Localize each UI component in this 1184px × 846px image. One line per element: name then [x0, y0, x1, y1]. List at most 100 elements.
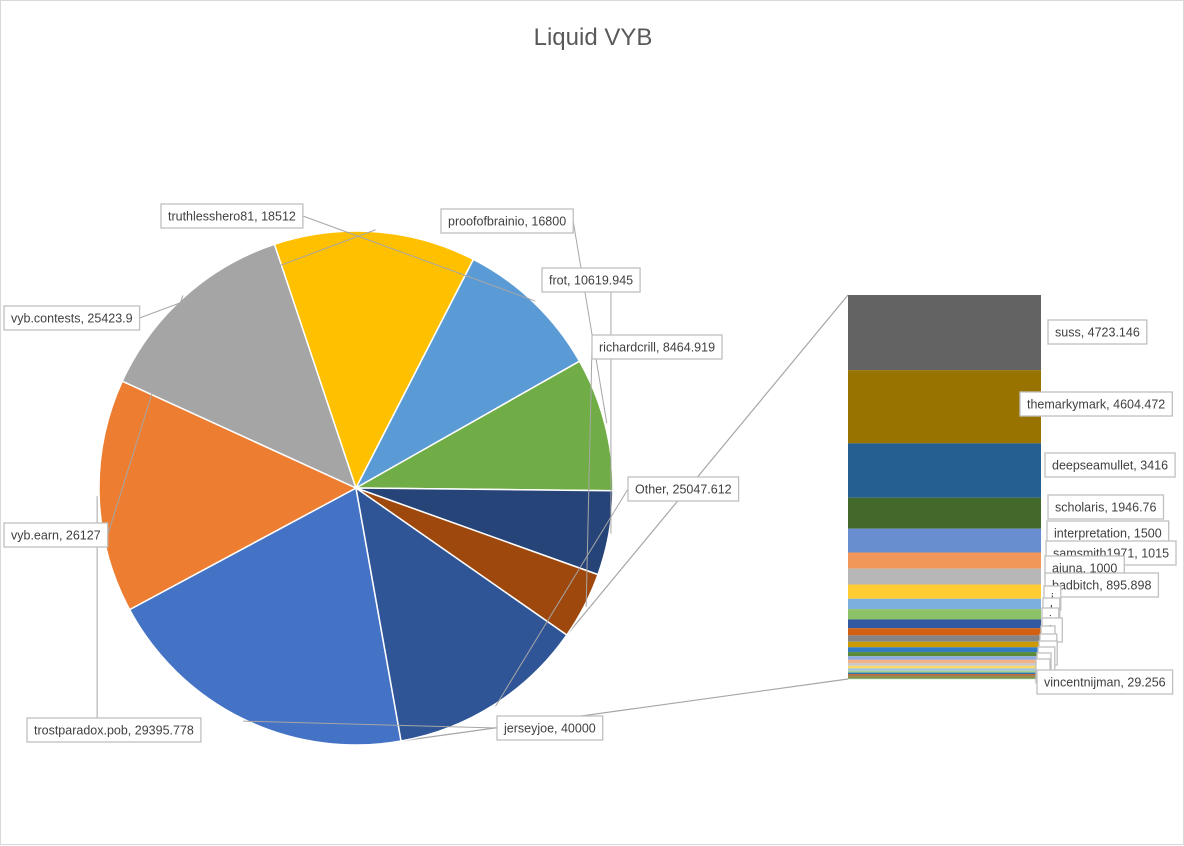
data-label-truthlesshero81-text: truthlesshero81, 18512: [168, 209, 296, 223]
data-label-trostparadox-pob-text: trostparadox.pob, 29395.778: [34, 723, 194, 737]
data-label-jerseyjoe: jerseyjoe, 40000: [496, 715, 604, 741]
data-label-proofofbrainio-box: [440, 208, 574, 234]
pie-slice-jerseyjoe: [128, 486, 402, 746]
data-label-richardcrill: richardcrill, 8464.919: [591, 334, 723, 360]
data-label-badbitch-box: [1044, 572, 1160, 598]
data-label-suss: suss, 4723.146: [1047, 319, 1148, 345]
data-label-trostparadox-pob: trostparadox.pob, 29395.778: [26, 717, 202, 743]
bar-segment-item-11: [848, 619, 1041, 629]
data-label-suss-box: [1047, 319, 1148, 345]
bar-segment-item-23: [848, 672, 1041, 675]
bar-segment-item-24: [848, 674, 1041, 676]
data-label-vyb-contests: vyb.contests, 25423.9: [3, 305, 141, 331]
data-label-badbitch: badbitch, 895.898: [1044, 572, 1160, 598]
data-label-vyb-earn-leader: [107, 295, 184, 536]
bar-segment-item-28: [848, 677, 1041, 679]
bar-segment-samsmith1971: [848, 552, 1041, 569]
bar-segment-item-13: [848, 635, 1041, 642]
data-label-scholaris-box: [1047, 494, 1165, 520]
data-label-vyb-contests-text: vyb.contests, 25423.9: [11, 311, 133, 325]
data-label-jerseyjoe-leader: [243, 720, 498, 729]
data-label-richardcrill-box: [591, 334, 723, 360]
series-connector-line: [566, 294, 849, 636]
data-label-proofofbrainio-leader: [572, 220, 608, 424]
data-label-other: Other, 25047.612: [627, 476, 740, 502]
bar-segment-item-15: [848, 647, 1041, 653]
data-label-vincentnijman-box: [1036, 669, 1174, 695]
secondary-stacked-bar: [848, 295, 1041, 680]
data-label-interpretation-text: interpretation, 1500: [1054, 526, 1162, 540]
bar-segment-item-27: [848, 677, 1041, 678]
data-label-themarkymark-box: [1019, 391, 1173, 417]
bar-segment-item-26: [848, 676, 1041, 678]
data-label-deepseamullet: deepseamullet, 3416: [1044, 452, 1176, 478]
data-label-frot-box: [541, 267, 641, 293]
bar-segment-item-22: [848, 670, 1041, 673]
pie-slice-proofofbrainio: [353, 360, 614, 492]
bar-segment-aiuna: [848, 568, 1041, 585]
data-label-vyb-contests-leader: [139, 229, 376, 319]
data-label-frot-text: frot, 10619.945: [549, 273, 633, 287]
bar-segment-item-14: [848, 641, 1041, 648]
data-label-other-text: Other, 25047.612: [635, 482, 732, 496]
data-label-aiuna-text: aiuna, 1000: [1052, 561, 1117, 575]
data-label-vyb-earn-box: [3, 522, 109, 548]
data-label-trostparadox-pob-box: [26, 717, 202, 743]
data-label-frot: frot, 10619.945: [541, 267, 641, 293]
data-label-deepseamullet-text: deepseamullet, 3416: [1052, 458, 1168, 472]
data-label-vyb-earn-text: vyb.earn, 26127: [11, 528, 101, 542]
data-labels: jerseyjoe, 40000 trostparadox.pob, 29395.…: [3, 203, 1177, 743]
data-label-deepseamullet-box: [1044, 452, 1176, 478]
data-label-themarkymark-text: themarkymark, 4604.472: [1027, 397, 1165, 411]
bar-segment-item-17: [848, 656, 1041, 660]
data-label-jerseyjoe-text: jerseyjoe, 40000: [503, 721, 596, 735]
connector-lines: [400, 294, 849, 742]
data-label-truthlesshero81-box: [160, 203, 304, 229]
data-label-scholaris: scholaris, 1946.76: [1047, 494, 1165, 520]
data-label-truthlesshero81: truthlesshero81, 18512: [160, 203, 304, 229]
bar-segment-badbitch: [848, 584, 1041, 599]
pie-slice-vyb-earn: [121, 243, 358, 490]
data-label-other-box: [627, 476, 740, 502]
data-label-scholaris-text: scholaris, 1946.76: [1055, 500, 1157, 514]
data-label-themarkymark: themarkymark, 4604.472: [1019, 391, 1173, 417]
pie-slice-other: [354, 486, 568, 742]
data-label-interpretation: interpretation, 1500: [1046, 520, 1170, 546]
bar-segment-vincentnijman: [848, 678, 1041, 680]
bar-segment-item-19: [848, 663, 1041, 666]
chart-title: Liquid VYB: [534, 24, 653, 51]
bar-segment-suss: [848, 295, 1041, 371]
data-label-richardcrill-leader: [585, 346, 593, 607]
bar-segment-item-16: [848, 652, 1041, 657]
data-label-proofofbrainio: proofofbrainio, 16800: [440, 208, 574, 234]
bar-segment-deepseamullet: [848, 443, 1041, 498]
data-label-truthlesshero81-leader: [302, 215, 536, 302]
data-label-jerseyjoe-box: [496, 715, 604, 741]
bar-segment-item-18: [848, 659, 1041, 664]
data-label-suss-text: suss, 4723.146: [1055, 325, 1140, 339]
bar-segment-item-20: [848, 665, 1041, 669]
data-label-vincentnijman-text: vincentnijman, 29.256: [1044, 675, 1166, 689]
pie-slice-trostparadox-pob: [98, 380, 358, 611]
bar-segment-item-10: [848, 609, 1041, 620]
data-label-vincentnijman: vincentnijman, 29.256: [1036, 669, 1174, 695]
bar-segment-themarkymark: [848, 370, 1041, 444]
bar-segment-interpretation: [848, 528, 1041, 553]
leader-lines: [96, 215, 629, 729]
data-label-proofofbrainio-text: proofofbrainio, 16800: [448, 214, 566, 228]
data-label-richardcrill-text: richardcrill, 8464.919: [599, 340, 715, 354]
series-connector-line: [400, 678, 849, 742]
bar-segment-item-25: [848, 675, 1041, 677]
bar-segment-item-12: [848, 628, 1041, 636]
pie-slice-truthlesshero81: [354, 258, 581, 490]
data-label-other-leader: [495, 488, 629, 707]
bar-segment-scholaris: [848, 497, 1041, 529]
main-pie: [98, 230, 614, 746]
bar-segment-item-9: [848, 598, 1041, 610]
data-label-vyb-contests-box: [3, 305, 141, 331]
pie-slice-vyb-contests: [273, 230, 475, 490]
data-label-badbitch-text: badbitch, 895.898: [1052, 578, 1151, 592]
data-label-vyb-earn: vyb.earn, 26127: [3, 522, 109, 548]
